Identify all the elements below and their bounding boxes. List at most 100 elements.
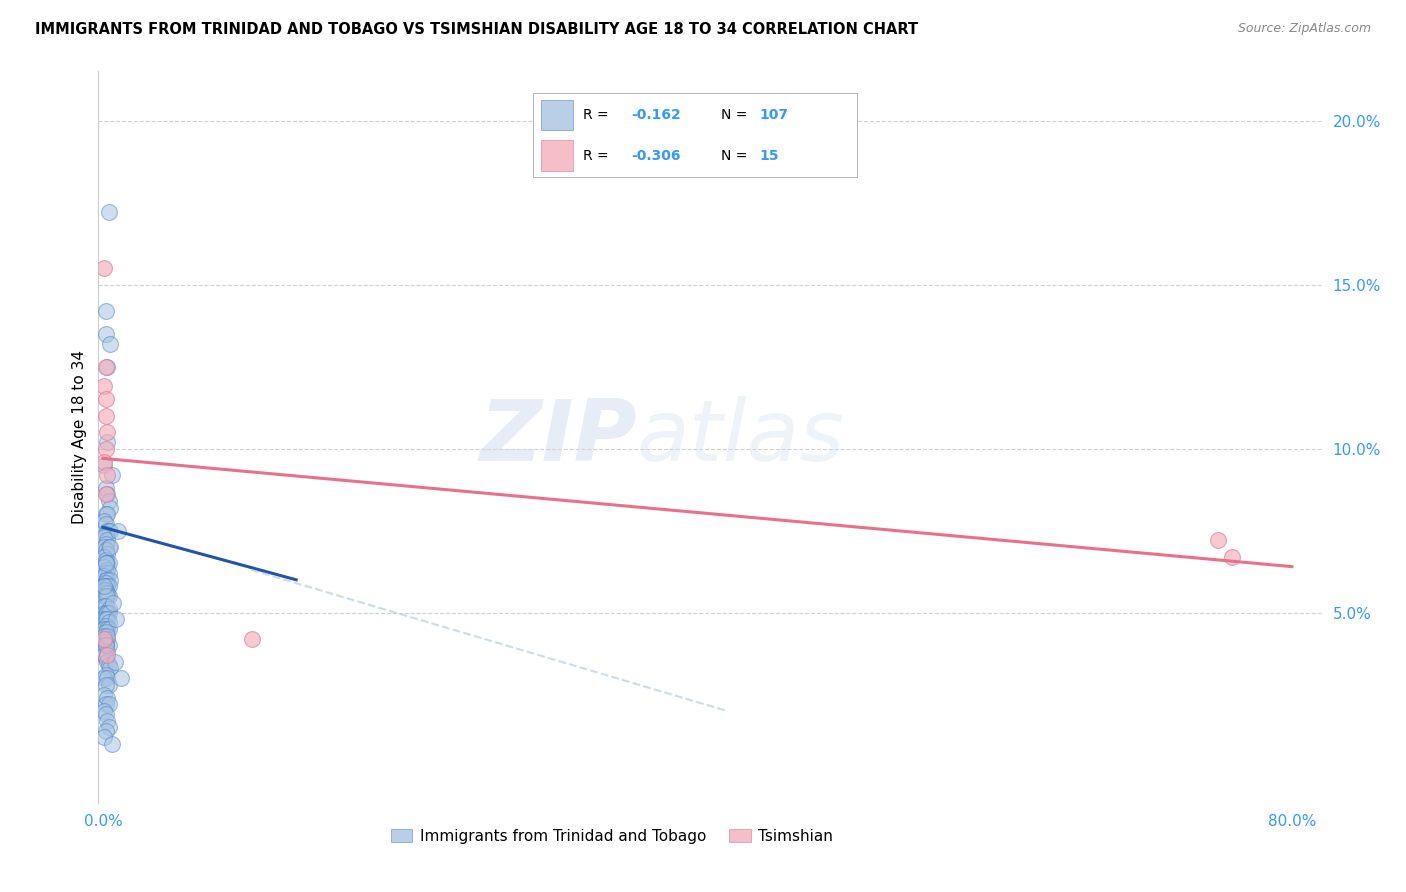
Point <box>96 573 118 587</box>
Point <box>94 678 117 692</box>
Point <box>98 524 121 538</box>
Point <box>98 500 121 515</box>
Point <box>96 467 118 482</box>
Point <box>96 425 118 439</box>
Point <box>94 586 117 600</box>
Point <box>96 690 118 705</box>
Point <box>101 737 124 751</box>
Legend: Immigrants from Trinidad and Tobago, Tsimshian: Immigrants from Trinidad and Tobago, Tsi… <box>385 822 839 850</box>
Point <box>240 632 263 646</box>
Point <box>97 638 120 652</box>
Point <box>97 557 120 571</box>
Point <box>96 533 118 548</box>
Point <box>93 514 115 528</box>
Point <box>94 566 117 581</box>
Point <box>94 707 117 722</box>
Text: Source: ZipAtlas.com: Source: ZipAtlas.com <box>1237 22 1371 36</box>
Point <box>1222 549 1244 564</box>
Point <box>104 655 127 669</box>
Point <box>96 487 118 501</box>
Point <box>97 602 120 616</box>
Point <box>94 698 117 712</box>
Point <box>96 655 118 669</box>
Point <box>93 458 115 472</box>
Point <box>97 606 120 620</box>
Point <box>93 648 115 663</box>
Point <box>97 566 120 581</box>
Point <box>97 494 120 508</box>
Text: atlas: atlas <box>637 395 845 479</box>
Point <box>93 628 115 642</box>
Point <box>94 638 117 652</box>
Point <box>94 638 117 652</box>
Point <box>96 547 118 561</box>
Point <box>94 576 117 591</box>
Point <box>96 645 118 659</box>
Point <box>97 540 120 554</box>
Point <box>96 632 118 646</box>
Point <box>93 559 115 574</box>
Point <box>96 589 118 603</box>
Point <box>93 671 115 685</box>
Point <box>94 723 117 738</box>
Point <box>94 392 117 407</box>
Point <box>93 569 115 583</box>
Point <box>93 622 115 636</box>
Point <box>98 573 121 587</box>
Text: ZIP: ZIP <box>479 395 637 479</box>
Point <box>93 540 115 554</box>
Point <box>94 668 117 682</box>
Point <box>96 628 118 642</box>
Point <box>96 648 118 663</box>
Point <box>93 579 115 593</box>
Point <box>96 714 118 728</box>
Point <box>94 651 117 665</box>
Point <box>93 730 115 744</box>
Point <box>94 612 117 626</box>
Point <box>93 530 115 544</box>
Point <box>93 599 115 613</box>
Point <box>96 606 118 620</box>
Point <box>94 526 117 541</box>
Point <box>93 261 115 276</box>
Point <box>93 582 115 597</box>
Point <box>96 507 118 521</box>
Point <box>97 622 120 636</box>
Point <box>107 524 129 538</box>
Point <box>94 359 117 374</box>
Point <box>94 487 117 501</box>
Point <box>94 442 117 456</box>
Point <box>97 698 120 712</box>
Point <box>93 638 115 652</box>
Point <box>94 625 117 640</box>
Point <box>110 671 132 685</box>
Point <box>98 661 121 675</box>
Point <box>96 671 118 685</box>
Point <box>94 516 117 531</box>
Point <box>101 467 124 482</box>
Point <box>97 615 120 630</box>
Point <box>97 205 120 219</box>
Point <box>1206 533 1229 548</box>
Point <box>94 557 117 571</box>
Point <box>96 435 118 450</box>
Point <box>93 549 115 564</box>
Point <box>94 582 117 597</box>
Point <box>94 589 117 603</box>
Point <box>97 524 120 538</box>
Point <box>94 326 117 341</box>
Point <box>94 553 117 567</box>
Point <box>94 606 117 620</box>
Point <box>97 589 120 603</box>
Point <box>96 557 118 571</box>
Point <box>97 678 120 692</box>
Point <box>97 579 120 593</box>
Point <box>93 632 115 646</box>
Point <box>98 336 121 351</box>
Point <box>96 579 118 593</box>
Point <box>94 599 117 613</box>
Point <box>94 618 117 632</box>
Point <box>94 557 117 571</box>
Point <box>98 540 121 554</box>
Text: IMMIGRANTS FROM TRINIDAD AND TOBAGO VS TSIMSHIAN DISABILITY AGE 18 TO 34 CORRELA: IMMIGRANTS FROM TRINIDAD AND TOBAGO VS T… <box>35 22 918 37</box>
